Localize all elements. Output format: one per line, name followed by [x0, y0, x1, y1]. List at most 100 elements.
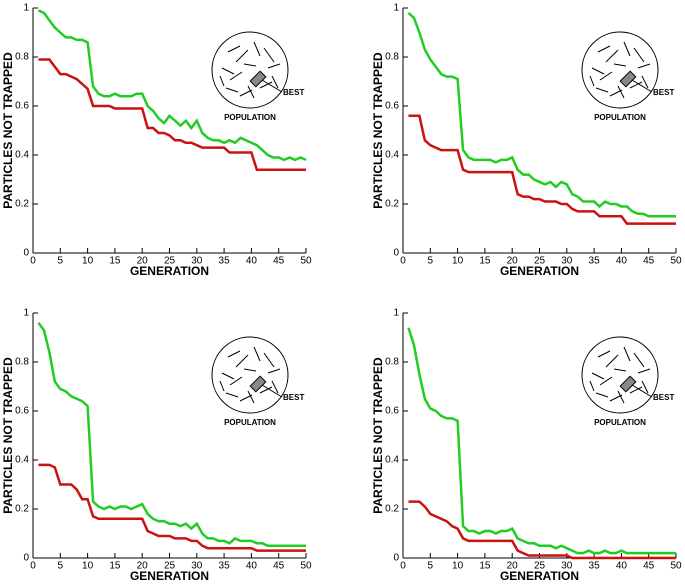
inset-stick — [247, 390, 255, 404]
annotation: POPULATION — [594, 113, 646, 122]
x-axis-label: GENERATION — [500, 264, 579, 278]
inset-stick — [633, 47, 645, 63]
x-tick-label: 50 — [300, 561, 312, 572]
x-tick-label: 30 — [191, 561, 203, 572]
x-tick-label: 30 — [561, 561, 573, 572]
x-tick-label: 35 — [589, 561, 601, 572]
inset-stick — [225, 392, 239, 398]
x-tick-label: 25 — [164, 256, 176, 267]
x-tick-label: 45 — [643, 256, 655, 267]
x-tick-label: 25 — [534, 561, 546, 572]
inset-circle — [211, 336, 289, 414]
inset-stick — [599, 71, 613, 81]
inset-stick — [263, 352, 275, 368]
y-tick-label: 0 — [23, 553, 29, 564]
inset-stick — [605, 354, 619, 368]
y-tick-label: 0.4 — [385, 150, 399, 161]
x-tick-label: 40 — [246, 561, 258, 572]
inset-stick — [263, 47, 275, 63]
y-tick-label: 0.2 — [385, 504, 399, 515]
y-axis-label: PARTICLES NOT TRAPPED — [371, 357, 385, 514]
inset-stick — [599, 376, 613, 386]
y-tick-label: 1 — [23, 308, 29, 319]
y-tick-label: 1 — [393, 308, 399, 319]
x-tick-label: 0 — [400, 256, 406, 267]
x-tick-label: 35 — [219, 561, 231, 572]
y-tick-label: 1 — [23, 3, 29, 14]
y-tick-label: 0 — [393, 553, 399, 564]
inset-stick — [221, 67, 235, 75]
inset-stick — [227, 350, 241, 358]
y-tick-label: 0.4 — [15, 150, 29, 161]
inset-stick — [235, 354, 249, 368]
x-tick-label: 15 — [479, 256, 491, 267]
y-tick-label: 0 — [393, 248, 399, 259]
inset-pointer — [631, 79, 653, 93]
x-tick-label: 50 — [670, 256, 682, 267]
x-tick-label: 5 — [58, 256, 64, 267]
inset-stick — [243, 368, 257, 372]
inset-stick — [253, 346, 261, 362]
inset-stick — [229, 376, 243, 386]
inset-stick — [239, 89, 253, 97]
inset-stick — [219, 380, 225, 392]
inset-stick — [629, 81, 643, 89]
y-tick-label: 0.8 — [385, 52, 399, 63]
x-tick-label: 35 — [219, 256, 231, 267]
series-line — [408, 114, 676, 225]
x-tick-label: 45 — [273, 561, 285, 572]
y-axis-label: PARTICLES NOT TRAPPED — [1, 52, 15, 209]
inset-circle — [581, 336, 659, 414]
x-tick-label: 15 — [479, 561, 491, 572]
y-tick-label: 0.2 — [15, 199, 29, 210]
x-tick-label: 15 — [109, 561, 121, 572]
inset-stick — [591, 372, 605, 380]
y-tick-label: 0.6 — [15, 406, 29, 417]
y-tick-label: 0.6 — [385, 101, 399, 112]
annotation: POPULATION — [224, 418, 276, 427]
x-tick-label: 25 — [534, 256, 546, 267]
inset-stick — [589, 380, 595, 392]
y-tick-label: 0.8 — [385, 357, 399, 368]
annotation: BEST — [283, 393, 304, 402]
series-line — [37, 9, 307, 162]
x-axis-label: GENERATION — [500, 569, 579, 583]
series-line — [37, 322, 306, 547]
y-tick-label: 0.2 — [15, 504, 29, 515]
y-tick-label: 0.4 — [15, 455, 29, 466]
x-tick-label: 50 — [300, 256, 312, 267]
x-tick-label: 0 — [30, 561, 36, 572]
inset-stick — [623, 346, 631, 362]
inset-stick — [609, 394, 623, 402]
x-tick-label: 0 — [400, 561, 406, 572]
inset-stick — [267, 63, 281, 69]
inset-pointer — [261, 79, 283, 93]
y-tick-label: 0.6 — [385, 406, 399, 417]
inset-stick — [637, 368, 651, 374]
inset-stick — [633, 352, 645, 368]
series-line — [38, 463, 306, 552]
series-line — [407, 11, 676, 218]
y-axis-label: PARTICLES NOT TRAPPED — [1, 357, 15, 514]
inset-stick — [259, 386, 273, 394]
inset-stick — [591, 67, 605, 75]
inset-best — [619, 70, 637, 88]
inset-stick — [605, 49, 619, 63]
inset-best — [249, 375, 267, 393]
inset-stick — [617, 85, 625, 99]
x-tick-label: 10 — [452, 256, 464, 267]
x-tick-label: 40 — [616, 561, 628, 572]
inset-stick — [623, 41, 631, 57]
x-tick-label: 40 — [616, 256, 628, 267]
x-tick-label: 0 — [30, 256, 36, 267]
y-tick-label: 0.8 — [15, 357, 29, 368]
x-axis-label: GENERATION — [130, 264, 209, 278]
x-tick-label: 25 — [164, 561, 176, 572]
inset-stick — [271, 380, 279, 394]
inset-stick — [609, 89, 623, 97]
inset-best — [619, 375, 637, 393]
inset-stick — [243, 63, 257, 67]
x-tick-label: 10 — [82, 256, 94, 267]
inset-pointer — [261, 384, 283, 398]
inset-stick — [595, 87, 609, 93]
